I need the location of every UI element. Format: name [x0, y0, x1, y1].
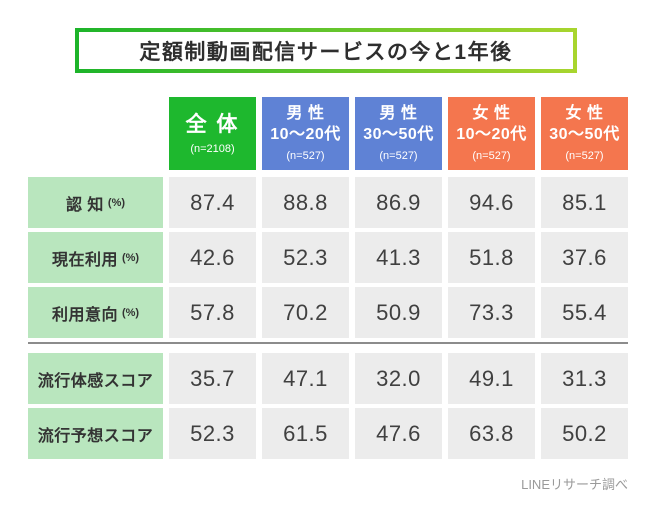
table-row: 現在利用 (%) 42.6 52.3 41.3 51.8 37.6	[28, 232, 628, 283]
table-cell: 61.5	[262, 408, 349, 459]
table-cell: 32.0	[355, 353, 442, 404]
table-cell: 51.8	[448, 232, 535, 283]
table-cell: 37.6	[541, 232, 628, 283]
table-row: 流行予想スコア 52.3 61.5 47.6 63.8 50.2	[28, 408, 628, 459]
table-section-usage: 認 知 (%) 87.4 88.8 86.9 94.6 85.1 現在利用 (%) 42.6 52.…	[28, 177, 628, 338]
table-cell: 35.7	[169, 353, 256, 404]
column-header-male: 男 性 10〜20代 (n=527)	[262, 97, 349, 170]
table-cell: 49.1	[448, 353, 535, 404]
column-header-female: 女 性 30〜50代 (n=527)	[541, 97, 628, 170]
row-label: 流行予想スコア	[28, 408, 163, 459]
table-cell: 42.6	[169, 232, 256, 283]
table-cell: 63.8	[448, 408, 535, 459]
table-row: 認 知 (%) 87.4 88.8 86.9 94.6 85.1	[28, 177, 628, 228]
table-cell: 88.8	[262, 177, 349, 228]
table-corner-spacer	[28, 97, 163, 170]
row-label: 認 知 (%)	[28, 177, 163, 228]
table-cell: 85.1	[541, 177, 628, 228]
table-cell: 41.3	[355, 232, 442, 283]
table-cell: 52.3	[262, 232, 349, 283]
table-cell: 50.2	[541, 408, 628, 459]
table-cell: 55.4	[541, 287, 628, 338]
column-header-male: 男 性 30〜50代 (n=527)	[355, 97, 442, 170]
table-cell: 52.3	[169, 408, 256, 459]
table-cell: 94.6	[448, 177, 535, 228]
table-cell: 47.6	[355, 408, 442, 459]
table-cell: 47.1	[262, 353, 349, 404]
title-box: 定額制動画配信サービスの今と1年後	[75, 28, 577, 73]
table-cell: 87.4	[169, 177, 256, 228]
column-header-female: 女 性 10〜20代 (n=527)	[448, 97, 535, 170]
table-row: 利用意向 (%) 57.8 70.2 50.9 73.3 55.4	[28, 287, 628, 338]
column-header-overall: 全 体 (n=2108)	[169, 97, 256, 170]
table-cell: 73.3	[448, 287, 535, 338]
table-section-scores: 流行体感スコア 35.7 47.1 32.0 49.1 31.3 流行予想スコア 52.3 61…	[28, 353, 628, 459]
source-credit: LINEリサーチ調べ	[521, 477, 628, 492]
table-row: 流行体感スコア 35.7 47.1 32.0 49.1 31.3	[28, 353, 628, 404]
table-header-row: 全 体 (n=2108) 男 性 10〜20代 (n=527) 男 性 30〜50代 (n=5…	[28, 97, 628, 170]
data-table: 全 体 (n=2108) 男 性 10〜20代 (n=527) 男 性 30〜50代 (n=5…	[28, 97, 628, 463]
row-label: 現在利用 (%)	[28, 232, 163, 283]
table-cell: 50.9	[355, 287, 442, 338]
table-cell: 86.9	[355, 177, 442, 228]
row-label: 流行体感スコア	[28, 353, 163, 404]
row-label: 利用意向 (%)	[28, 287, 163, 338]
section-divider	[28, 342, 628, 344]
table-cell: 31.3	[541, 353, 628, 404]
table-cell: 70.2	[262, 287, 349, 338]
page-title: 定額制動画配信サービスの今と1年後	[139, 40, 513, 64]
table-cell: 57.8	[169, 287, 256, 338]
